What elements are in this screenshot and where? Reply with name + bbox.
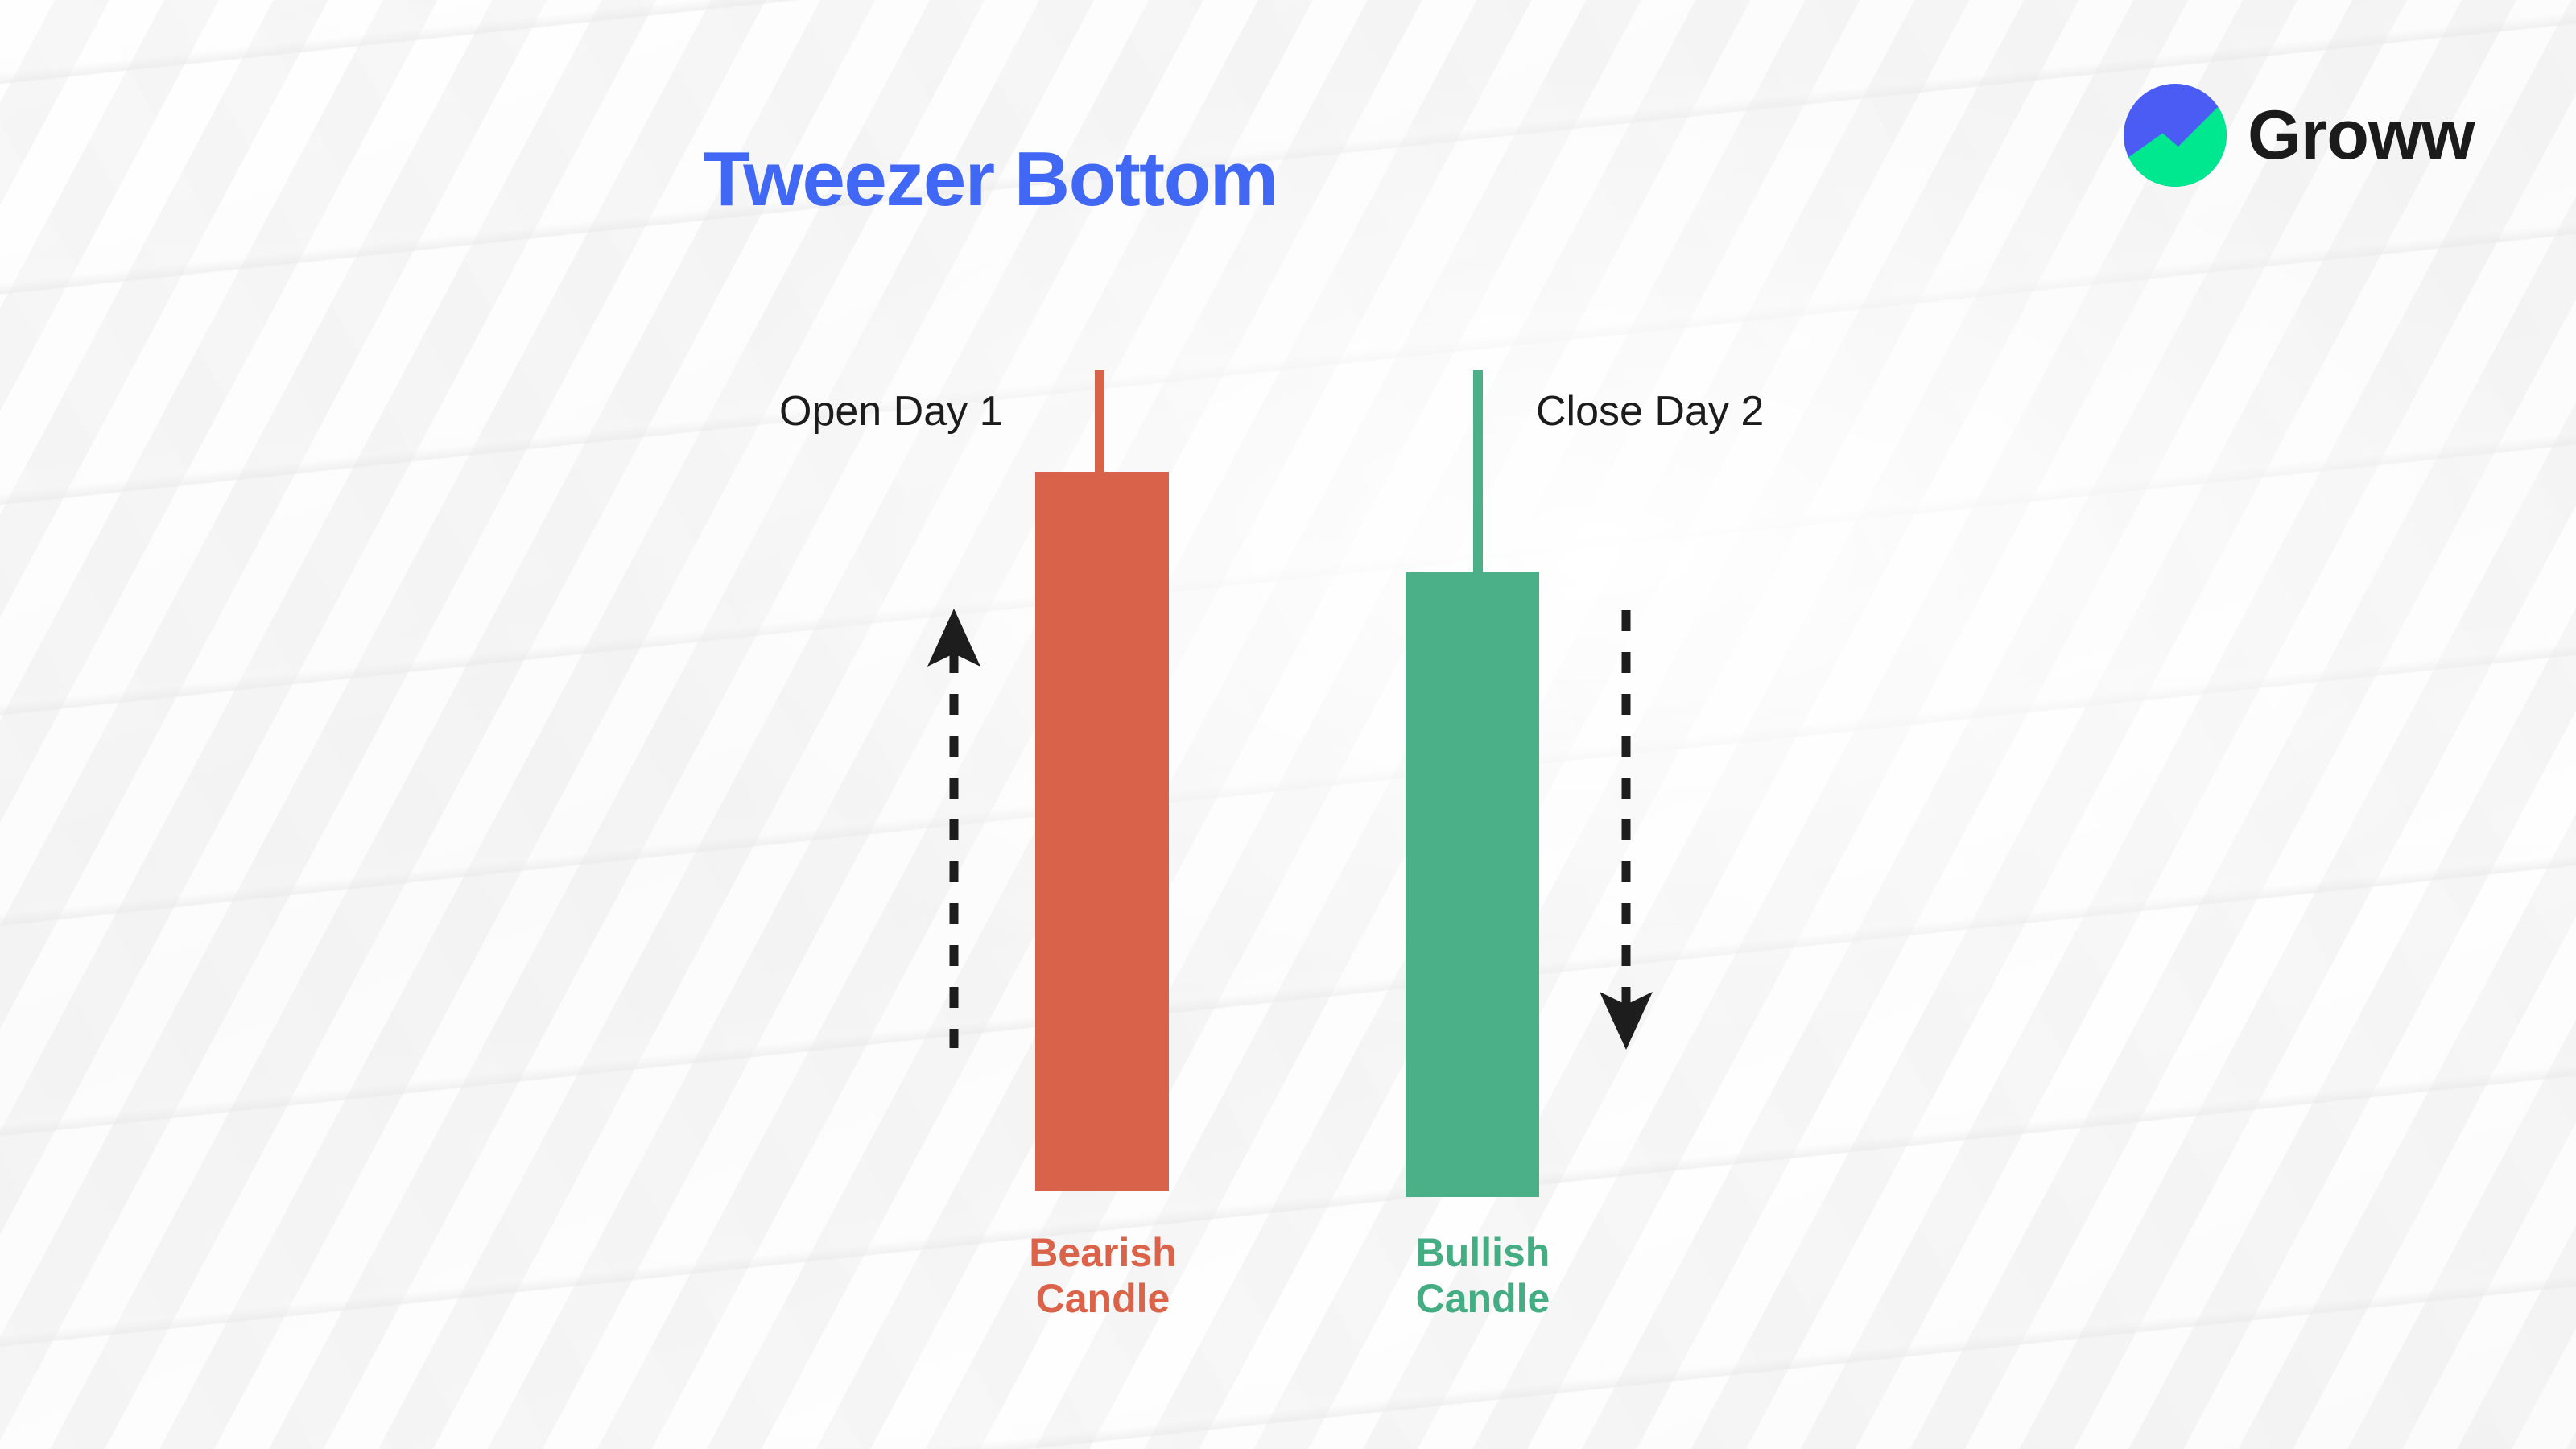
brand-wordmark: Groww — [2248, 97, 2475, 174]
bullish-candle-wick — [1473, 370, 1483, 573]
caption-bullish-candle: Bullish Candle — [1415, 1230, 1550, 1321]
arrow-down-dashed-icon — [1600, 610, 1653, 1050]
label-close-day-2: Close Day 2 — [1536, 388, 1765, 435]
brand-logo[interactable]: Groww — [2124, 84, 2475, 187]
groww-logo-icon — [2124, 84, 2227, 187]
label-open-day-1: Open Day 1 — [779, 388, 1003, 435]
bearish-candle-wick — [1095, 370, 1104, 473]
caption-bearish-candle: Bearish Candle — [1029, 1230, 1177, 1321]
arrow-up-dashed-icon — [927, 609, 980, 1048]
bullish-candle-body — [1406, 572, 1539, 1197]
bearish-candle-body — [1035, 472, 1169, 1191]
page-title: Tweezer Bottom — [703, 136, 1278, 222]
